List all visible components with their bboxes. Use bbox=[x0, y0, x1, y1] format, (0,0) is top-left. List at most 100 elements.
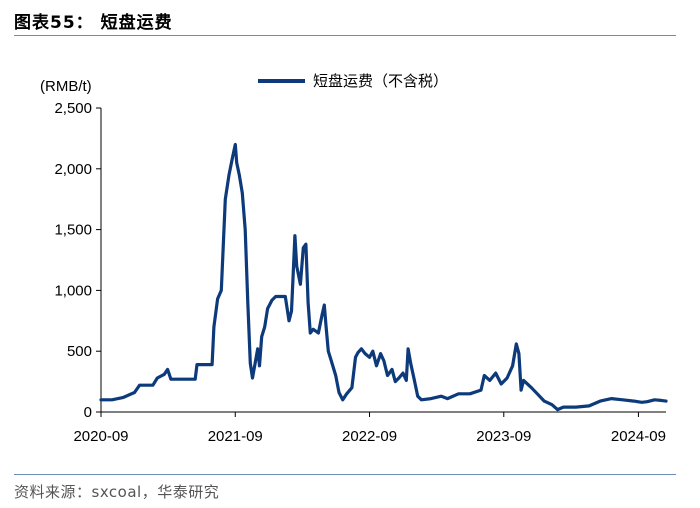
data-point bbox=[468, 392, 472, 395]
data-point bbox=[220, 289, 223, 292]
data-point bbox=[356, 351, 360, 354]
x-tick-label: 2021-09 bbox=[208, 428, 263, 445]
chart-legend: 短盘运费（不含税） bbox=[258, 72, 448, 90]
data-point bbox=[646, 400, 649, 403]
data-point bbox=[515, 342, 518, 346]
data-point bbox=[234, 143, 237, 146]
data-point bbox=[309, 331, 312, 335]
x-tick-label: 2020-09 bbox=[73, 428, 128, 445]
chart-axes bbox=[100, 108, 666, 413]
data-point bbox=[256, 347, 259, 350]
data-point bbox=[390, 368, 394, 371]
data-point bbox=[429, 397, 433, 400]
data-point bbox=[299, 283, 302, 286]
data-point bbox=[621, 398, 624, 401]
data-point bbox=[337, 391, 341, 394]
data-point bbox=[511, 364, 514, 367]
data-point bbox=[640, 401, 643, 404]
data-point bbox=[599, 399, 602, 403]
data-point bbox=[371, 350, 374, 353]
data-point bbox=[519, 388, 523, 392]
top-divider bbox=[14, 35, 676, 36]
data-point bbox=[122, 396, 125, 399]
data-point bbox=[610, 397, 613, 400]
data-point bbox=[659, 399, 663, 402]
data-point bbox=[457, 392, 460, 395]
data-point bbox=[195, 363, 199, 366]
data-point bbox=[517, 352, 521, 355]
x-tick-label: 2022-09 bbox=[342, 428, 397, 445]
data-point bbox=[99, 398, 103, 401]
bottom-divider bbox=[14, 474, 676, 475]
data-point bbox=[536, 392, 539, 395]
data-point bbox=[302, 246, 305, 249]
y-tick-label: 2,000 bbox=[54, 161, 92, 178]
data-point bbox=[324, 325, 328, 329]
data-point bbox=[632, 399, 636, 403]
data-point bbox=[405, 379, 408, 382]
data-point bbox=[345, 392, 348, 395]
data-point bbox=[574, 405, 578, 409]
chart-ticks: 0 500 1,000 1,500 2,000 2,500 2020-09 2021-09 20… bbox=[40, 78, 666, 445]
data-point bbox=[494, 371, 497, 375]
data-point bbox=[320, 313, 324, 316]
data-point bbox=[394, 380, 397, 383]
data-point bbox=[287, 319, 291, 322]
data-point bbox=[653, 398, 656, 401]
data-point bbox=[323, 303, 326, 307]
data-point bbox=[270, 298, 274, 302]
data-point bbox=[413, 379, 416, 382]
data-point bbox=[401, 371, 405, 375]
data-point bbox=[133, 391, 136, 394]
data-point bbox=[151, 384, 155, 387]
legend-label: 短盘运费（不含税） bbox=[313, 72, 448, 90]
data-point bbox=[379, 352, 382, 355]
figure-title: 图表55： 短盘运费 bbox=[14, 13, 173, 33]
chart-series-layer bbox=[99, 142, 668, 412]
data-point bbox=[543, 399, 546, 403]
data-point bbox=[354, 356, 357, 359]
y-axis-unit-label: (RMB/t) bbox=[40, 78, 92, 95]
data-point bbox=[505, 376, 509, 380]
data-point bbox=[138, 384, 141, 387]
x-tick-label: 2023-09 bbox=[476, 428, 531, 445]
data-point bbox=[194, 378, 197, 381]
data-point bbox=[375, 364, 378, 367]
data-point bbox=[263, 325, 266, 329]
data-point bbox=[488, 379, 491, 382]
data-point bbox=[251, 376, 254, 380]
data-point bbox=[500, 382, 503, 386]
data-point bbox=[416, 395, 419, 398]
y-tick-label: 500 bbox=[67, 343, 92, 360]
data-point bbox=[290, 309, 293, 313]
data-point bbox=[181, 378, 184, 381]
data-point bbox=[253, 362, 257, 365]
data-point bbox=[664, 399, 668, 403]
data-point bbox=[483, 374, 486, 377]
data-point bbox=[266, 307, 269, 310]
source-note: 资料来源：sxcoal，华泰研究 bbox=[14, 483, 220, 501]
data-point bbox=[420, 398, 423, 401]
data-point bbox=[241, 191, 244, 195]
data-point bbox=[163, 373, 166, 376]
data-point bbox=[291, 277, 295, 280]
data-point bbox=[244, 228, 247, 231]
data-point bbox=[169, 378, 173, 381]
data-point bbox=[156, 376, 159, 380]
data-point bbox=[274, 295, 277, 298]
data-point bbox=[166, 368, 169, 371]
data-point bbox=[409, 362, 412, 365]
data-point bbox=[382, 359, 386, 363]
data-point bbox=[224, 198, 227, 201]
x-tick-label: 2024-09 bbox=[611, 428, 666, 445]
data-point bbox=[368, 356, 371, 359]
data-point bbox=[260, 335, 263, 338]
data-point bbox=[212, 325, 216, 329]
data-point bbox=[530, 386, 533, 389]
data-point bbox=[327, 350, 330, 353]
data-point bbox=[386, 374, 389, 377]
data-point bbox=[258, 364, 261, 367]
data-point bbox=[406, 347, 410, 350]
data-point bbox=[293, 234, 297, 237]
